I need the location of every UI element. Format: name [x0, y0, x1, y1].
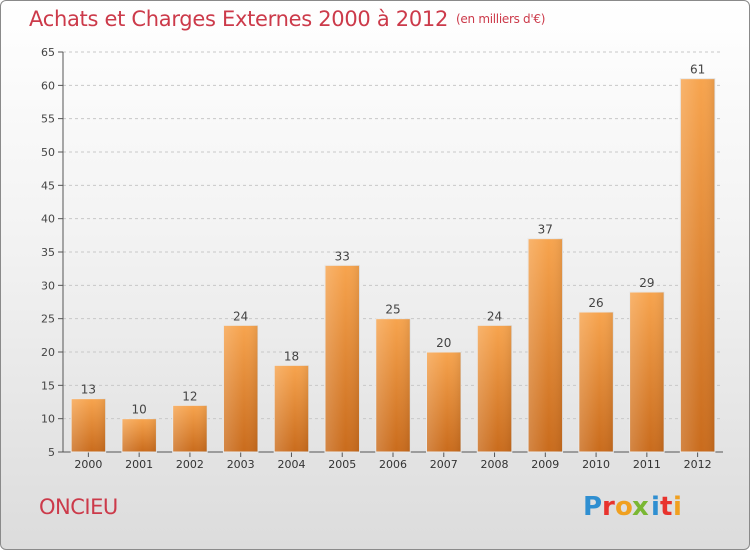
x-tick-label-2002: 2002: [176, 458, 204, 471]
x-tick-label-2008: 2008: [481, 458, 509, 471]
bar-shade-2003: [223, 325, 258, 452]
bar-shade-2009: [528, 238, 563, 452]
logo-letter: r: [602, 492, 615, 522]
logo-letter: o: [615, 492, 633, 522]
bar-shade-2012: [680, 78, 715, 453]
x-tick-label-2003: 2003: [227, 458, 255, 471]
data-label-2005: 33: [335, 249, 350, 263]
logo-letter: P: [583, 492, 603, 522]
data-label-2007: 20: [436, 336, 451, 350]
y-tick-label: 20: [41, 346, 55, 359]
x-tick-label-2006: 2006: [379, 458, 407, 471]
y-tick-label: 40: [41, 213, 55, 226]
logo-letter: i: [651, 492, 660, 522]
bars: [70, 78, 716, 453]
data-label-2001: 10: [132, 403, 147, 417]
logo-letter: i: [673, 492, 682, 522]
bar-shade-2008: [477, 325, 512, 452]
chart-title-text: Achats et Charges Externes 2000 à 2012: [29, 7, 449, 31]
x-tick-label-2010: 2010: [582, 458, 610, 471]
x-tick-label-2011: 2011: [633, 458, 661, 471]
y-tick-label: 10: [41, 413, 55, 426]
x-tick-label-2005: 2005: [328, 458, 356, 471]
chart-subtitle: (en milliers d'€): [456, 12, 546, 26]
bar-shade-2001: [121, 418, 157, 452]
data-label-2002: 12: [182, 389, 197, 403]
chart-title: Achats et Charges Externes 2000 à 2012 (e…: [29, 7, 545, 31]
data-label-2012: 61: [690, 63, 705, 77]
bar-shade-2010: [578, 312, 614, 452]
x-tick-label-2004: 2004: [277, 458, 305, 471]
y-tick-label: 30: [41, 279, 55, 292]
x-tick-label-2009: 2009: [531, 458, 559, 471]
y-tick-label: 55: [41, 113, 55, 126]
y-tick-label: 45: [41, 179, 55, 192]
logo-letter: x: [632, 492, 649, 522]
logo-letter: t: [660, 492, 673, 522]
y-tick-label: 35: [41, 246, 55, 259]
bar-shade-2007: [426, 352, 462, 452]
y-tick-label: 50: [41, 146, 55, 159]
data-label-2006: 25: [385, 303, 400, 317]
x-tick-label-2001: 2001: [125, 458, 153, 471]
commune-name: ONCIEU: [39, 495, 118, 519]
y-tick-label: 60: [41, 79, 55, 92]
y-tick-label: 25: [41, 313, 55, 326]
y-tick-label: 15: [41, 379, 55, 392]
bar-shade-2011: [629, 292, 665, 452]
x-tick-label-2007: 2007: [430, 458, 458, 471]
data-labels: 13 10 12 24 18 33 25 20 24 37 26 29 61: [81, 63, 706, 417]
y-tick-label: 5: [48, 446, 55, 459]
bar-shade-2004: [274, 365, 309, 452]
bar-shade-2005: [324, 265, 360, 452]
x-tick-label-2012: 2012: [684, 458, 712, 471]
data-label-2004: 18: [284, 349, 299, 363]
data-label-2009: 37: [538, 223, 553, 237]
data-label-2003: 24: [233, 309, 248, 323]
data-label-2000: 13: [81, 383, 96, 397]
data-label-2008: 24: [487, 309, 502, 323]
y-tick-label: 65: [41, 46, 55, 59]
data-label-2010: 26: [588, 296, 603, 310]
bar-shade-2006: [375, 318, 411, 452]
data-label-2011: 29: [639, 276, 654, 290]
bar-shade-2002: [172, 405, 208, 452]
x-tick-label-2000: 2000: [74, 458, 102, 471]
bar-shade-2000: [71, 398, 106, 452]
